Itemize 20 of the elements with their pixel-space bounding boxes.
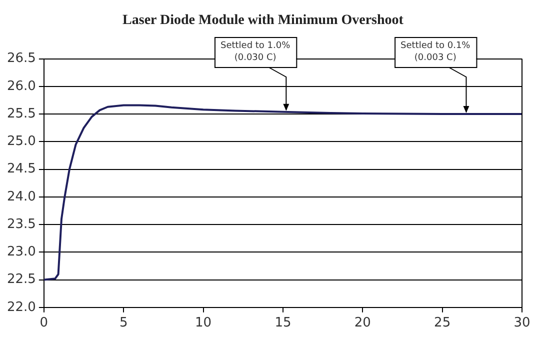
chart-title: Laser Diode Module with Minimum Overshoot — [122, 13, 404, 28]
y-tick-label: 25.0 — [6, 134, 36, 150]
y-tick-label: 22.5 — [6, 272, 36, 288]
annotation: Settled to 1.0% (0.030 C) — [220, 40, 291, 63]
y-tick-label: 22.0 — [6, 300, 36, 315]
y-tick-label: 24.5 — [6, 162, 36, 177]
x-tick-label: 5 — [119, 316, 128, 331]
x-tick-label: 25 — [434, 316, 451, 331]
annotation: Settled to 0.1% (0.003 C) — [400, 40, 471, 63]
y-tick-label: 26.5 — [6, 51, 36, 66]
y-tick-label: 24.0 — [6, 189, 36, 204]
y-tick-label: 26.0 — [6, 78, 36, 94]
x-tick-label: 30 — [514, 316, 530, 331]
x-tick-label: 10 — [195, 316, 212, 331]
y-tick-label: 25.5 — [6, 106, 36, 122]
y-tick-label: 23.5 — [6, 216, 36, 232]
y-tick-label: 23.0 — [6, 244, 36, 260]
x-tick-label: 0 — [40, 316, 48, 331]
x-tick-label: 20 — [354, 316, 371, 331]
x-tick-label: 15 — [274, 316, 292, 331]
